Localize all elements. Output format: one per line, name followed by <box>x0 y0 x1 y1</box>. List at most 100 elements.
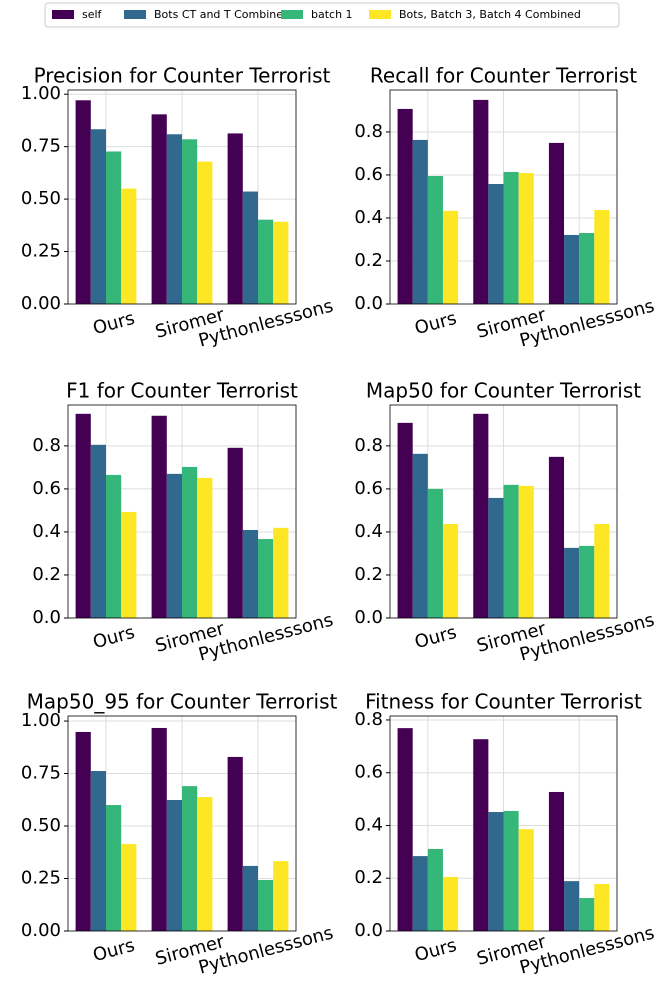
bar <box>242 191 258 304</box>
bar <box>242 530 258 618</box>
bar <box>503 484 519 618</box>
y-tick-label: 0.0 <box>354 920 383 941</box>
legend-label: Bots, Batch 3, Batch 4 Combined <box>399 8 581 21</box>
axes-frame <box>389 404 618 619</box>
bar <box>90 129 106 304</box>
bar <box>579 545 595 618</box>
bar <box>106 474 122 618</box>
bar <box>442 523 459 618</box>
bar <box>488 497 504 618</box>
chart-title: Recall for Counter Terrorist <box>370 64 637 88</box>
bar <box>182 139 198 304</box>
y-tick-label: 0.6 <box>32 478 61 499</box>
y-tick-label: 0.2 <box>32 564 61 585</box>
bar <box>594 884 610 931</box>
y-tick-label: 0.25 <box>21 868 61 889</box>
bar <box>518 173 534 304</box>
chart-title: Fitness for Counter Terrorist <box>365 690 642 714</box>
legend-swatch <box>281 10 303 19</box>
y-tick-label: 0.25 <box>21 241 61 262</box>
bar <box>427 848 443 931</box>
bar <box>427 176 443 304</box>
bar <box>473 739 489 931</box>
x-tick-label: Ours <box>91 308 137 339</box>
bar <box>442 210 459 304</box>
bar <box>518 829 534 931</box>
bar <box>412 453 428 618</box>
bar <box>227 133 243 304</box>
legend-swatch <box>52 10 74 19</box>
y-tick-label: 0.2 <box>354 564 383 585</box>
bar <box>473 99 489 305</box>
legend-swatch <box>369 10 391 19</box>
bar <box>151 415 167 618</box>
bar <box>548 142 565 304</box>
y-tick-label: 0.50 <box>21 815 61 836</box>
bar <box>594 523 610 618</box>
bar <box>442 876 459 931</box>
bar <box>503 810 519 931</box>
bar <box>412 139 428 304</box>
bar <box>90 444 106 618</box>
axes-frame <box>67 89 297 305</box>
bar <box>579 898 595 931</box>
bar <box>488 812 504 931</box>
bar <box>488 183 504 304</box>
bar <box>166 473 182 618</box>
axes-frame <box>67 715 297 932</box>
bar <box>106 151 122 304</box>
y-tick-label: 0.2 <box>354 250 383 271</box>
bar <box>121 511 137 618</box>
bar <box>548 791 565 931</box>
y-tick-label: 0.4 <box>354 521 383 542</box>
bar <box>197 797 213 931</box>
legend-label: batch 1 <box>311 8 353 21</box>
bar <box>397 108 413 304</box>
bar <box>564 881 580 931</box>
bar <box>75 731 91 931</box>
bar <box>579 233 595 304</box>
bar <box>273 861 289 931</box>
y-tick-label: 0.0 <box>354 607 383 628</box>
legend-label: self <box>82 8 103 21</box>
bar <box>503 171 519 304</box>
bar <box>121 844 137 931</box>
bar <box>242 865 258 931</box>
bar <box>75 100 91 304</box>
bar <box>273 527 289 618</box>
axes-frame <box>389 715 618 932</box>
bar <box>151 114 167 305</box>
chart-title: Map50 for Counter Terrorist <box>366 379 641 403</box>
bar <box>397 422 413 618</box>
bar <box>564 234 580 304</box>
y-tick-label: 0.4 <box>354 207 383 228</box>
axes-frame <box>67 404 297 619</box>
y-tick-label: 0.6 <box>354 164 383 185</box>
bar <box>473 413 489 618</box>
bar <box>182 466 198 618</box>
bar <box>90 771 106 931</box>
y-tick-label: 0.8 <box>354 435 383 456</box>
chart-title: F1 for Counter Terrorist <box>66 379 298 403</box>
bar <box>258 879 274 931</box>
y-tick-label: 0.6 <box>354 478 383 499</box>
axes-frame <box>389 89 618 305</box>
y-tick-label: 0.50 <box>21 188 61 209</box>
bar <box>166 134 182 304</box>
x-tick-label: Ours <box>91 935 137 966</box>
bar <box>151 727 167 931</box>
bar <box>594 210 610 304</box>
x-tick-label: Ours <box>413 308 459 339</box>
y-tick-label: 0.4 <box>354 814 383 835</box>
bar <box>548 456 565 618</box>
y-tick-label: 0.8 <box>32 435 61 456</box>
bar <box>564 547 580 618</box>
x-tick-label: Ours <box>413 622 459 653</box>
legend-box <box>44 2 620 28</box>
chart-title: Map50_95 for Counter Terrorist <box>27 690 338 714</box>
bar <box>182 786 198 931</box>
bar <box>197 161 213 304</box>
legend-label: Bots CT and T Combined <box>154 8 290 21</box>
y-tick-label: 0.0 <box>32 607 61 628</box>
